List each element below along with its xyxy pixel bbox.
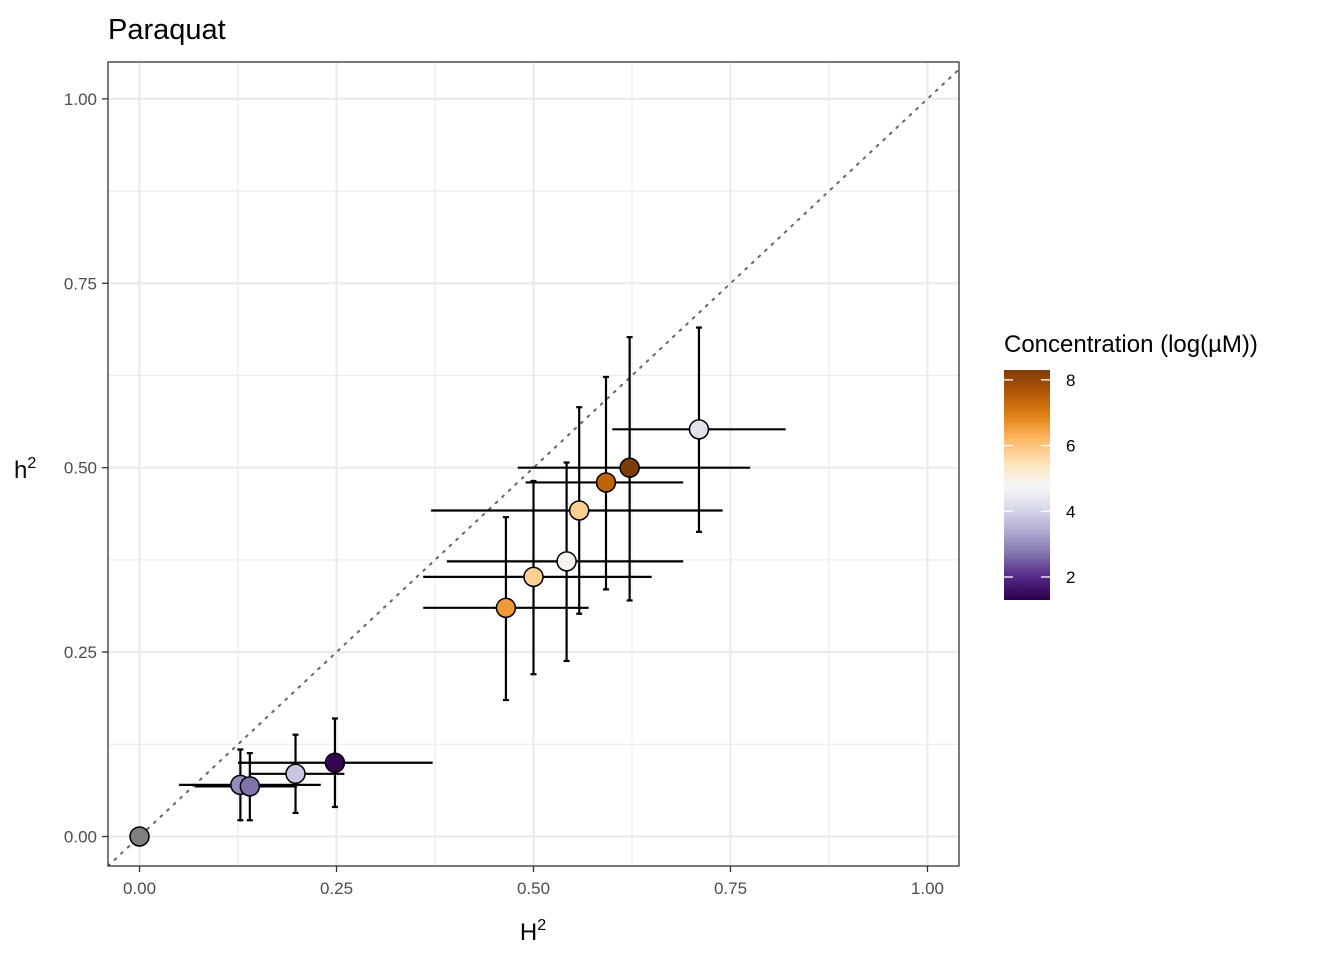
legend-title: Concentration (log(µM)) [1004,331,1258,358]
x-tick-label: 0.50 [517,879,550,898]
y-tick-label: 0.25 [64,643,97,662]
y-tick-label: 0.00 [64,827,97,846]
data-point [556,551,577,572]
x-tick-label: 0.00 [123,879,156,898]
y-axis: 0.00 0.25 0.50 0.75 1.00 [64,90,108,846]
y-tick-label: 0.50 [64,459,97,478]
data-point [619,457,640,478]
y-tick-label: 1.00 [64,90,97,109]
legend-ticks: 2 4 6 8 [1004,371,1075,587]
y-axis-title: h2 [14,455,36,484]
chart-title: Paraquat [108,14,226,46]
legend-colorbar [1004,370,1050,600]
legend-tick-label: 6 [1066,437,1075,456]
legend-tick-label: 4 [1066,502,1075,521]
y-tick-label: 0.75 [64,274,97,293]
data-point [285,763,306,785]
legend-tick-label: 8 [1066,371,1075,390]
data-point [688,419,710,440]
data-point [595,472,617,493]
color-legend: Concentration (log(µM)) 2 4 6 8 [1004,331,1258,600]
x-axis-title: H2 [520,917,546,946]
x-axis: 0.00 0.25 0.50 0.75 1.00 [123,866,944,898]
x-tick-label: 0.75 [714,879,747,898]
data-point [568,500,590,521]
data-point [523,566,544,588]
reference-line [108,68,959,866]
data-point [129,826,150,847]
data-points [129,419,710,847]
data-point [324,752,346,773]
x-tick-label: 0.25 [320,879,353,898]
legend-tick-label: 2 [1066,568,1075,587]
data-point [239,776,261,797]
data-point [495,597,517,619]
x-tick-label: 1.00 [911,879,944,898]
